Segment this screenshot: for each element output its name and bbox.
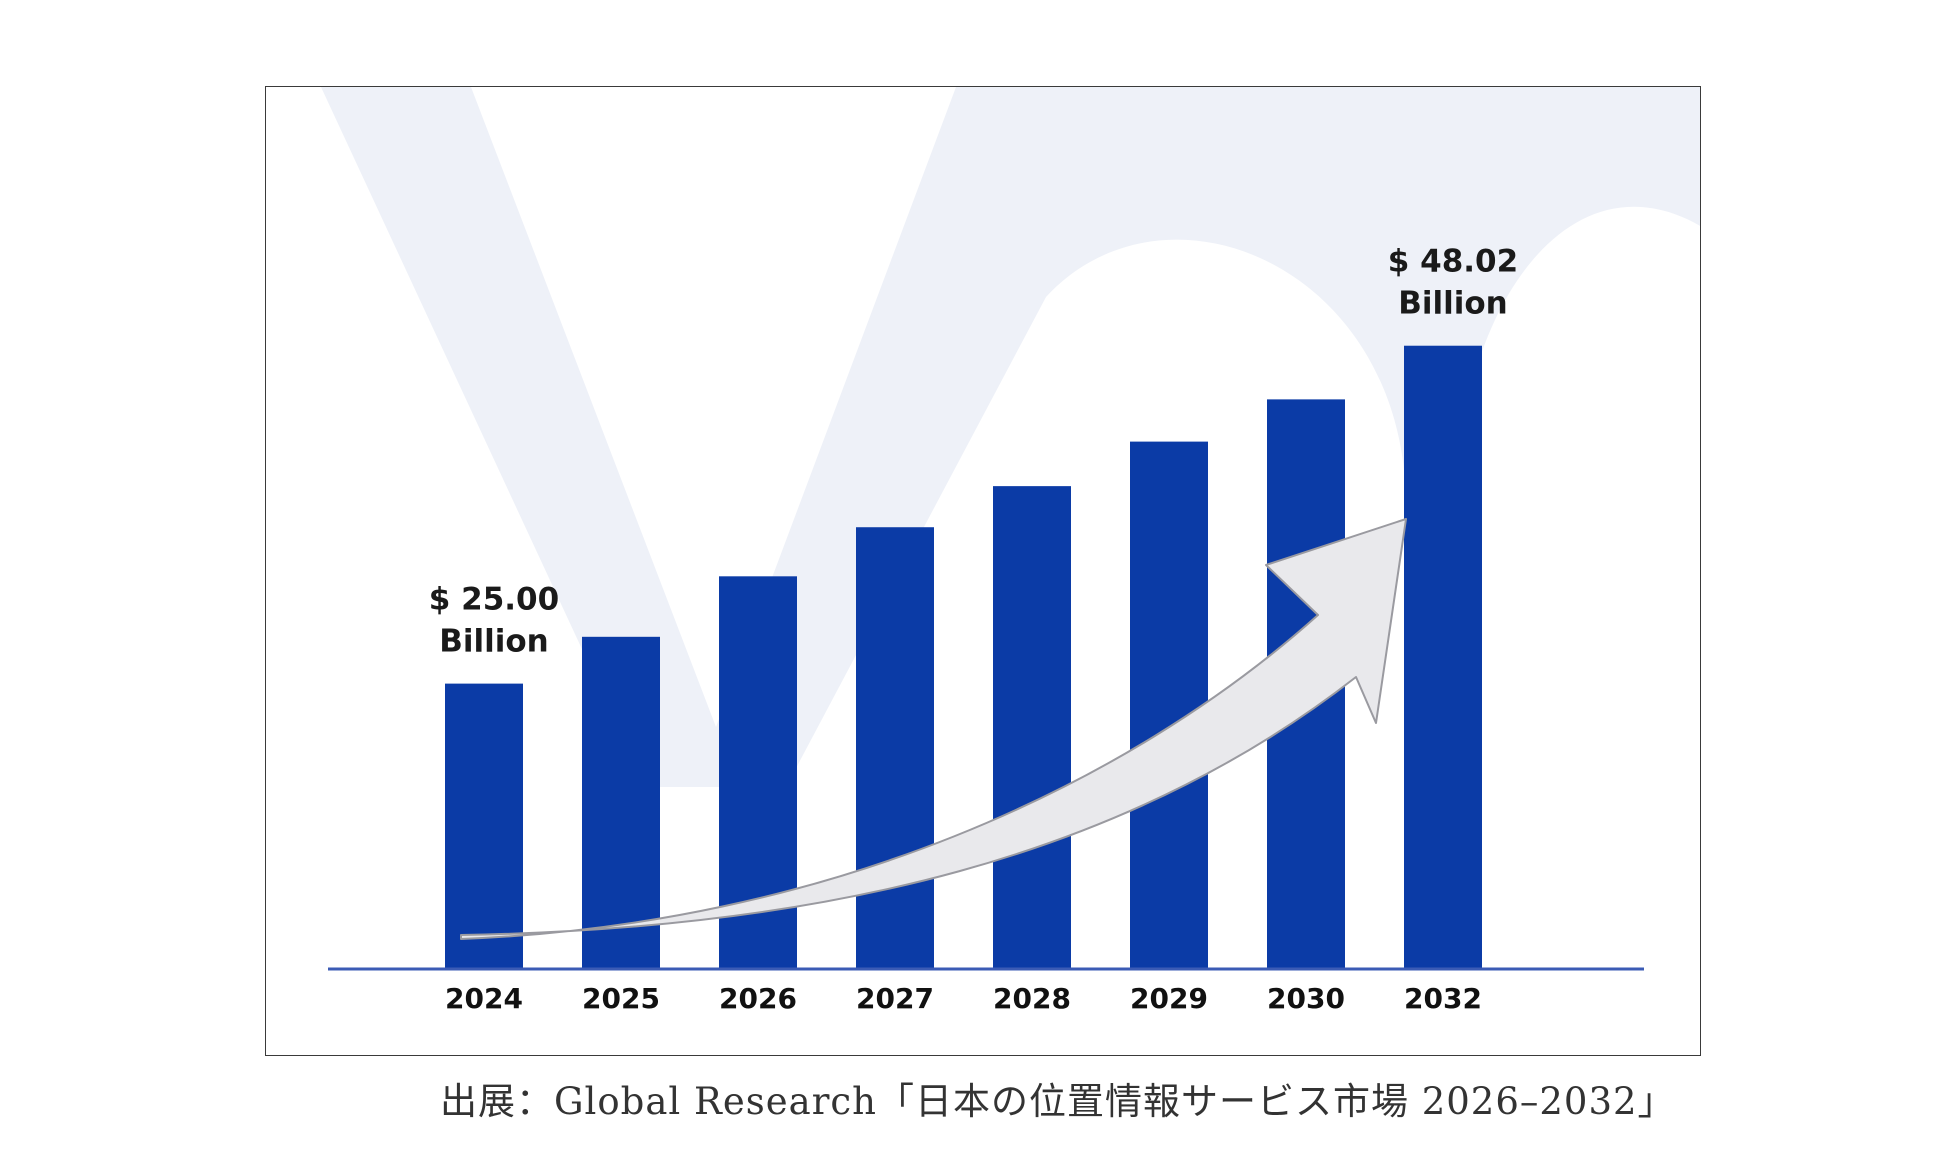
- x-tick-label-2028: 2028: [993, 982, 1071, 1015]
- watermark-shape: [321, 87, 1700, 787]
- bar-2032: [1404, 345, 1482, 970]
- bar-2028: [993, 486, 1071, 969]
- bar-chart: 2024 2025 2026 2027 2028 2029 2030 2032 $ 25.00…: [321, 87, 1700, 1015]
- x-tick-label-2029: 2029: [1130, 982, 1208, 1015]
- x-tick-label-2027: 2027: [856, 982, 934, 1015]
- bars-group: [445, 345, 1482, 970]
- bar-2027: [856, 527, 934, 969]
- x-tick-label-2032: 2032: [1404, 982, 1482, 1015]
- chart-figure: 2024 2025 2026 2027 2028 2029 2030 2032 $ 25.00…: [265, 86, 1701, 1056]
- data-labels: $ 25.00 Billion $ 48.02 Billion: [429, 244, 1518, 660]
- data-label-2024-unit: Billion: [439, 624, 549, 660]
- data-label-2024-value: $ 25.00: [429, 582, 559, 618]
- watermark-logo: [321, 87, 1700, 787]
- bar-2025: [582, 636, 660, 969]
- trend-arrow-group: [460, 518, 1407, 940]
- x-tick-label-2024: 2024: [445, 982, 523, 1015]
- data-label-2032-unit: Billion: [1398, 286, 1508, 322]
- bar-2029: [1130, 441, 1208, 969]
- x-tick-label-2025: 2025: [582, 982, 660, 1015]
- x-tick-label-2026: 2026: [719, 982, 797, 1015]
- x-tick-label-2030: 2030: [1267, 982, 1345, 1015]
- data-label-2032-value: $ 48.02: [1388, 244, 1518, 280]
- bar-2024: [445, 683, 523, 969]
- trend-arrow: [460, 518, 1407, 940]
- source-caption: 出展：Global Research「日本の位置情報サービス市場 2026–20…: [440, 1080, 1676, 1123]
- x-tick-labels: 2024 2025 2026 2027 2028 2029 2030 2032: [445, 982, 1482, 1015]
